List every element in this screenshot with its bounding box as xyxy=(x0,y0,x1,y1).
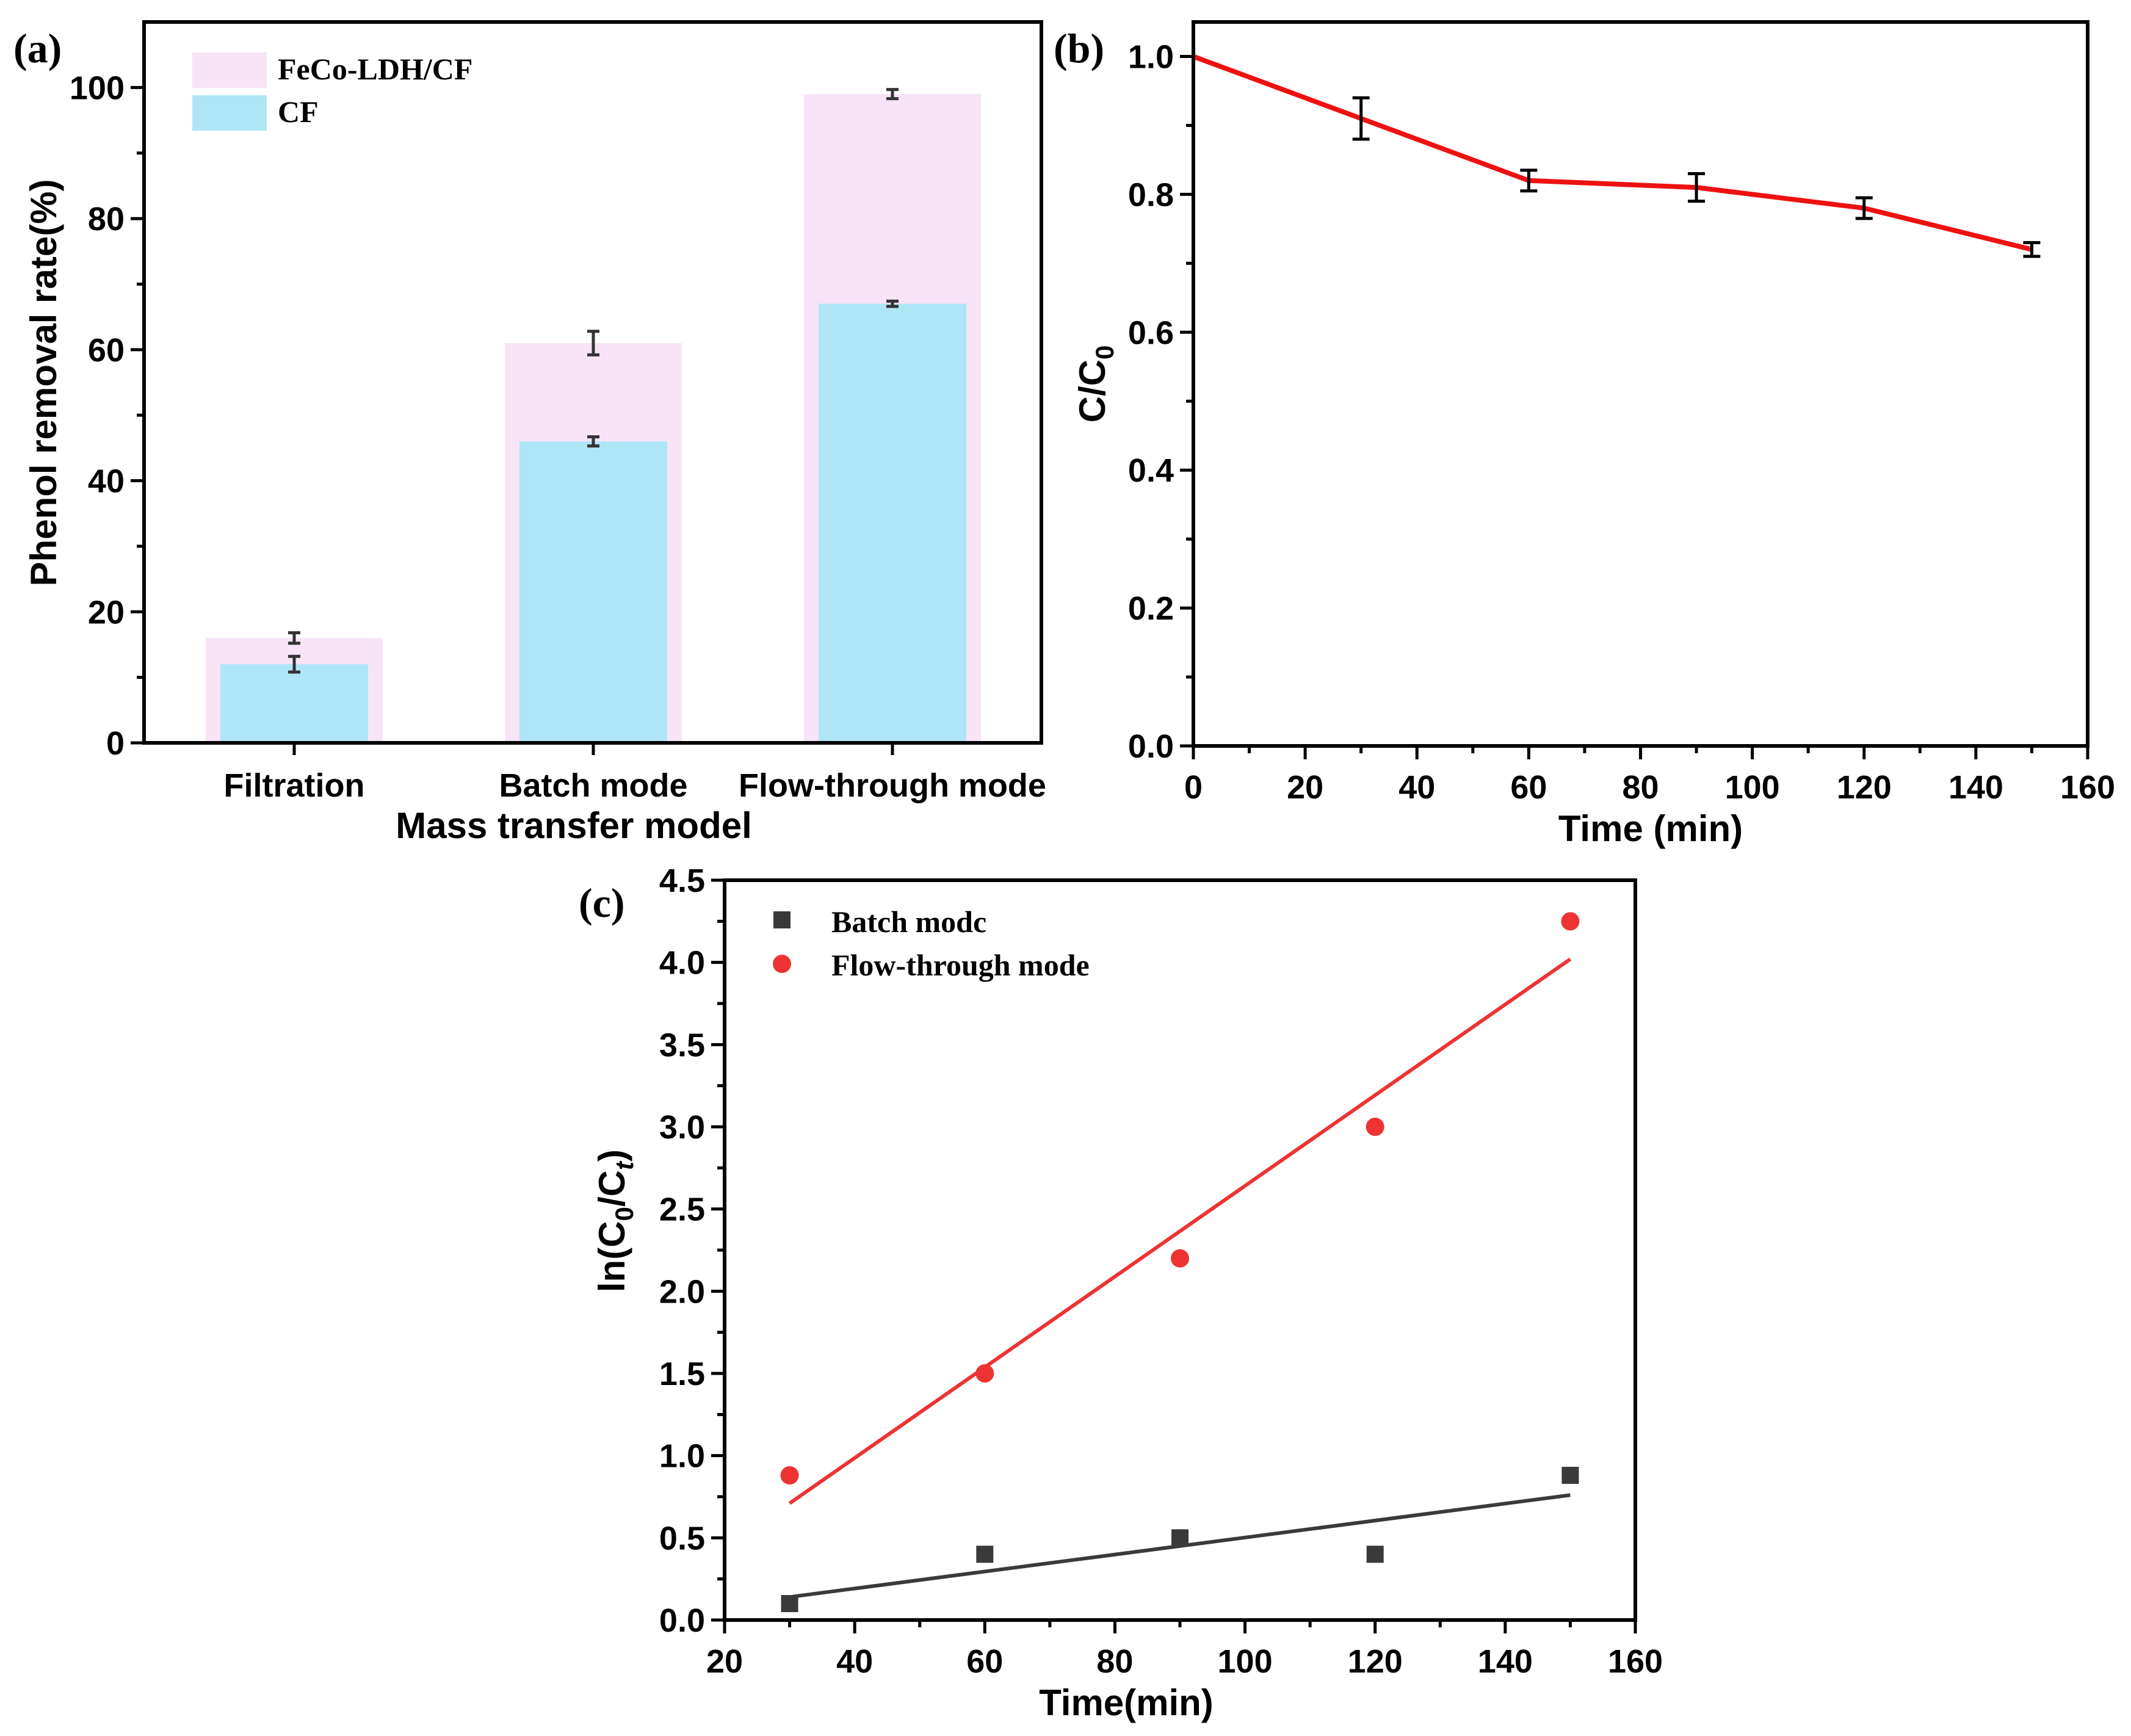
point-batch-modc-t120 xyxy=(1366,1546,1384,1563)
y-tick-label-0.4: 0.4 xyxy=(1128,452,1174,489)
y-tick-label-3.5: 3.5 xyxy=(659,1027,705,1063)
x-tick-label-0: 0 xyxy=(1184,769,1203,806)
y-tick-label-80: 80 xyxy=(88,201,125,237)
y-tick-label-0: 0 xyxy=(106,725,125,762)
legend-swatch-fecoldh-cf xyxy=(192,52,267,88)
x-tick-label-60: 60 xyxy=(1510,769,1547,806)
point-flow-through-mode-t90 xyxy=(1171,1249,1189,1268)
x-tick-label-40: 40 xyxy=(1398,769,1435,806)
panel-c-y-axis-title: ln(C0/Ct) xyxy=(592,1149,639,1292)
point-flow-through-mode-t150 xyxy=(1561,912,1580,931)
legend-label-flow-through: Flow-through mode xyxy=(831,948,1090,982)
panel-b-frame xyxy=(1192,20,2089,748)
point-flow-through-mode-t60 xyxy=(975,1364,994,1383)
panel-a-bars xyxy=(206,88,981,743)
panel-a-y-axis-title: Phenol removal rate(%) xyxy=(23,179,64,587)
x-tick-label-80: 80 xyxy=(1622,769,1659,806)
y-tick-label-0.0: 0.0 xyxy=(1128,728,1174,765)
y-tick-label-2.5: 2.5 xyxy=(659,1192,705,1228)
fit-line-flow-through-mode xyxy=(788,957,1572,1505)
panel-a-frame xyxy=(142,20,1043,745)
panel-b-y-axis-title: C/C0 xyxy=(1072,345,1119,423)
x-tick-label-160: 160 xyxy=(1608,1643,1663,1680)
y-tick-label-1.5: 1.5 xyxy=(659,1356,705,1392)
panel-b-x-axis-title: Time (min) xyxy=(1558,808,1743,849)
panel-c-scatter-chart: (c) 20 40 60 80 100 120 140 1600.00.51.01.52.02… xyxy=(579,863,1663,1723)
panel-b-line-chart: (b) 0 20 40 60 80 100 120 140 160 0.0 0.2 0.4 0.6 0.8… xyxy=(1054,20,2115,849)
point-batch-modc-t60 xyxy=(976,1546,994,1563)
panel-b-label: (b) xyxy=(1054,25,1104,71)
x-tick-label-160: 160 xyxy=(2060,769,2115,806)
point-batch-modc-t90 xyxy=(1171,1529,1189,1547)
y-tick-label-1.0: 1.0 xyxy=(1128,38,1174,75)
y-tick-label-0.2: 0.2 xyxy=(1128,590,1174,627)
x-tick-label-140: 140 xyxy=(1478,1643,1533,1680)
y-tick-label-4.5: 4.5 xyxy=(659,863,705,899)
y-tick-label-40: 40 xyxy=(88,463,125,500)
legend-label-fecoldh-cf: FeCo-LDH/CF xyxy=(278,52,472,86)
x-tick-label-flow-through-mode: Flow-through mode xyxy=(739,767,1046,804)
x-tick-label-80: 80 xyxy=(1096,1643,1133,1680)
point-flow-through-mode-t120 xyxy=(1366,1118,1384,1136)
bar-cf-filtration xyxy=(220,664,368,743)
panel-a-x-axis-title: Mass transfer model xyxy=(396,805,752,846)
panel-b-plot xyxy=(1192,54,2041,258)
x-tick-label-20: 20 xyxy=(1287,769,1323,806)
point-batch-modc-t150 xyxy=(1561,1466,1579,1484)
bar-cf-batch-mode xyxy=(519,441,667,743)
panel-c-plot xyxy=(780,912,1580,1613)
y-tick-label-0.5: 0.5 xyxy=(659,1520,705,1557)
x-tick-label-100: 100 xyxy=(1218,1643,1273,1680)
legend-marker-flow-through xyxy=(773,955,791,973)
panel-a-bar-chart: (a) Filtration Batch mode Flow-through mod… xyxy=(13,20,1046,846)
panel-b-ticks: 0 20 40 60 80 100 120 140 160 0.0 0.2 0.4 0.6 0.8 1.0 xyxy=(1128,38,2115,806)
panel-a-legend: FeCo-LDH/CF CF xyxy=(192,52,472,131)
x-tick-label-20: 20 xyxy=(706,1643,743,1680)
panel-a-ticks: Filtration Batch mode Flow-through mode 0 20… xyxy=(70,70,1046,804)
panel-c-x-axis-title: Time(min) xyxy=(1039,1682,1214,1723)
line-c-over-c0 xyxy=(1192,54,2033,252)
x-tick-label-60: 60 xyxy=(966,1643,1003,1680)
y-tick-label-0.0: 0.0 xyxy=(659,1602,705,1639)
y-tick-label-3.0: 3.0 xyxy=(659,1109,705,1146)
y-tick-label-20: 20 xyxy=(88,594,125,631)
x-tick-label-100: 100 xyxy=(1725,769,1780,806)
panel-c-ticks: 20 40 60 80 100 120 140 160 0.0 0.5 1.0 1.5 2.0 2.5 3.… xyxy=(659,863,1663,1680)
y-tick-label-1.0: 1.0 xyxy=(659,1438,705,1475)
panel-a-label: (a) xyxy=(13,25,62,71)
bar-cf-flow-through-mode xyxy=(819,303,966,743)
y-tick-label-100: 100 xyxy=(70,70,125,106)
legend-label-batch: Batch modc xyxy=(831,905,986,939)
x-tick-label-140: 140 xyxy=(1948,769,2003,806)
legend-label-cf: CF xyxy=(278,95,319,129)
legend-swatch-cf xyxy=(192,95,267,131)
panel-c-label: (c) xyxy=(579,880,624,926)
x-tick-label-filtration: Filtration xyxy=(224,767,365,804)
x-tick-label-batch-mode: Batch mode xyxy=(499,767,687,804)
x-tick-label-40: 40 xyxy=(836,1643,873,1680)
point-flow-through-mode-t30 xyxy=(780,1466,799,1485)
legend-marker-batch xyxy=(773,911,791,928)
panel-c-frame xyxy=(723,878,1637,1622)
panel-c-legend: Batch modc Flow-through mode xyxy=(773,905,1090,982)
y-tick-label-2.0: 2.0 xyxy=(659,1273,705,1310)
y-tick-label-0.8: 0.8 xyxy=(1128,176,1174,213)
x-tick-label-120: 120 xyxy=(1348,1643,1403,1680)
point-batch-modc-t30 xyxy=(781,1595,798,1613)
y-tick-label-60: 60 xyxy=(88,332,125,369)
y-tick-label-0.6: 0.6 xyxy=(1128,314,1174,351)
y-tick-label-4.0: 4.0 xyxy=(659,945,705,982)
x-tick-label-120: 120 xyxy=(1837,769,1892,806)
